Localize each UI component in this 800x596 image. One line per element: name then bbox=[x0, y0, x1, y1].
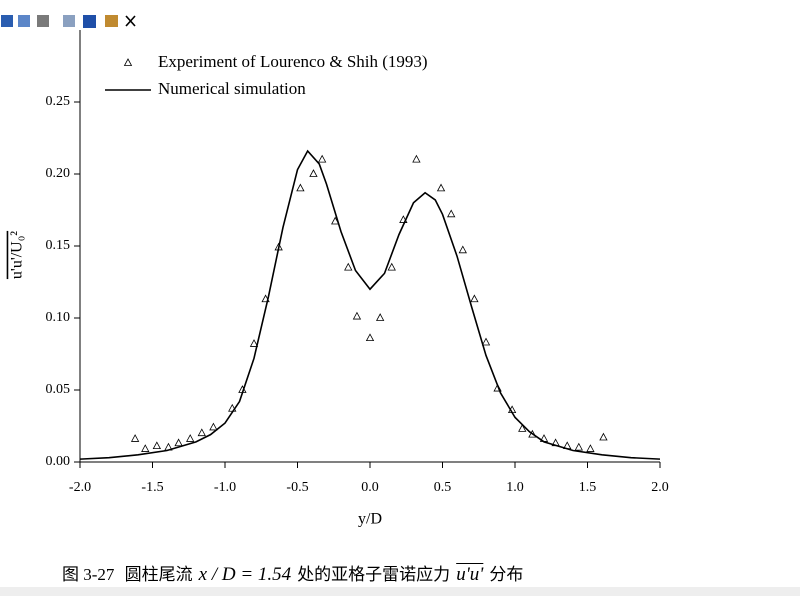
caption-math: x / D = 1.54 bbox=[198, 564, 292, 585]
data-point bbox=[186, 434, 195, 442]
x-tick-label: 0.5 bbox=[434, 480, 452, 495]
data-point bbox=[412, 154, 421, 163]
y-tick-label: 0.15 bbox=[46, 238, 71, 253]
caption-math: u'u' bbox=[456, 564, 484, 585]
data-line bbox=[79, 149, 661, 460]
data-point bbox=[518, 424, 527, 432]
data-point bbox=[141, 444, 150, 452]
data-point bbox=[317, 154, 327, 163]
data-point bbox=[309, 169, 318, 177]
legend-label: Experiment of Lourenco & Shih (1993) bbox=[158, 52, 428, 71]
x-axis-title: y/D bbox=[358, 511, 382, 528]
status-strip bbox=[0, 587, 800, 596]
data-point bbox=[470, 294, 479, 303]
export-icon[interactable] bbox=[63, 15, 75, 27]
data-point bbox=[387, 262, 396, 271]
data-point bbox=[574, 442, 583, 451]
data-point bbox=[344, 262, 353, 271]
print-icon[interactable] bbox=[37, 15, 49, 27]
x-tick-label: -2.0 bbox=[69, 480, 91, 495]
data-point bbox=[197, 428, 206, 437]
y-tick-label: 0.00 bbox=[46, 454, 71, 469]
x-tick-label: 2.0 bbox=[651, 480, 669, 495]
data-point bbox=[352, 311, 362, 320]
y-tick-label: 0.25 bbox=[46, 94, 71, 109]
x-tick-label: 0.0 bbox=[361, 480, 379, 495]
data-point bbox=[599, 432, 608, 441]
close-icon[interactable] bbox=[125, 15, 136, 27]
y-tick-label: 0.05 bbox=[46, 382, 71, 397]
data-point bbox=[296, 183, 305, 192]
word-icon[interactable] bbox=[83, 15, 96, 28]
data-point bbox=[436, 183, 446, 192]
x-tick-label: -0.5 bbox=[286, 480, 308, 495]
y-tick-label: 0.20 bbox=[46, 166, 71, 181]
data-point bbox=[528, 429, 537, 438]
data-point bbox=[447, 209, 456, 218]
copy-icon[interactable] bbox=[18, 15, 30, 27]
data-point bbox=[481, 337, 491, 346]
data-point bbox=[586, 444, 595, 452]
data-point bbox=[174, 438, 183, 447]
x-tick-label: -1.5 bbox=[141, 480, 163, 495]
caption-label: 图 3-27 bbox=[62, 565, 115, 584]
y-tick-label: 0.10 bbox=[46, 310, 71, 325]
data-point bbox=[375, 313, 385, 321]
caption-text: 处的亚格子雷诺应力 bbox=[297, 565, 451, 584]
data-point bbox=[130, 434, 140, 442]
edit-icon[interactable] bbox=[105, 15, 118, 27]
toolbar bbox=[1, 15, 136, 28]
x-tick-label: -1.0 bbox=[214, 480, 236, 495]
legend-label: Numerical simulation bbox=[158, 79, 306, 98]
data-point bbox=[458, 245, 467, 254]
data-point bbox=[365, 333, 375, 342]
caption-text: 圆柱尾流 bbox=[124, 565, 193, 584]
y-axis-title: u'u'/U₀² bbox=[9, 231, 26, 279]
x-tick-label: 1.0 bbox=[506, 480, 524, 495]
data-point bbox=[152, 441, 162, 450]
legend-marker bbox=[123, 58, 133, 66]
x-tick-label: 1.5 bbox=[579, 480, 597, 495]
data-point bbox=[249, 339, 259, 347]
caption-text: 分布 bbox=[489, 565, 524, 584]
caption: 图 3-27 圆柱尾流 x / D = 1.54 处的亚格子雷诺应力 u'u' 分布 bbox=[62, 560, 529, 586]
data-point bbox=[209, 422, 218, 431]
save-icon[interactable] bbox=[1, 15, 13, 27]
